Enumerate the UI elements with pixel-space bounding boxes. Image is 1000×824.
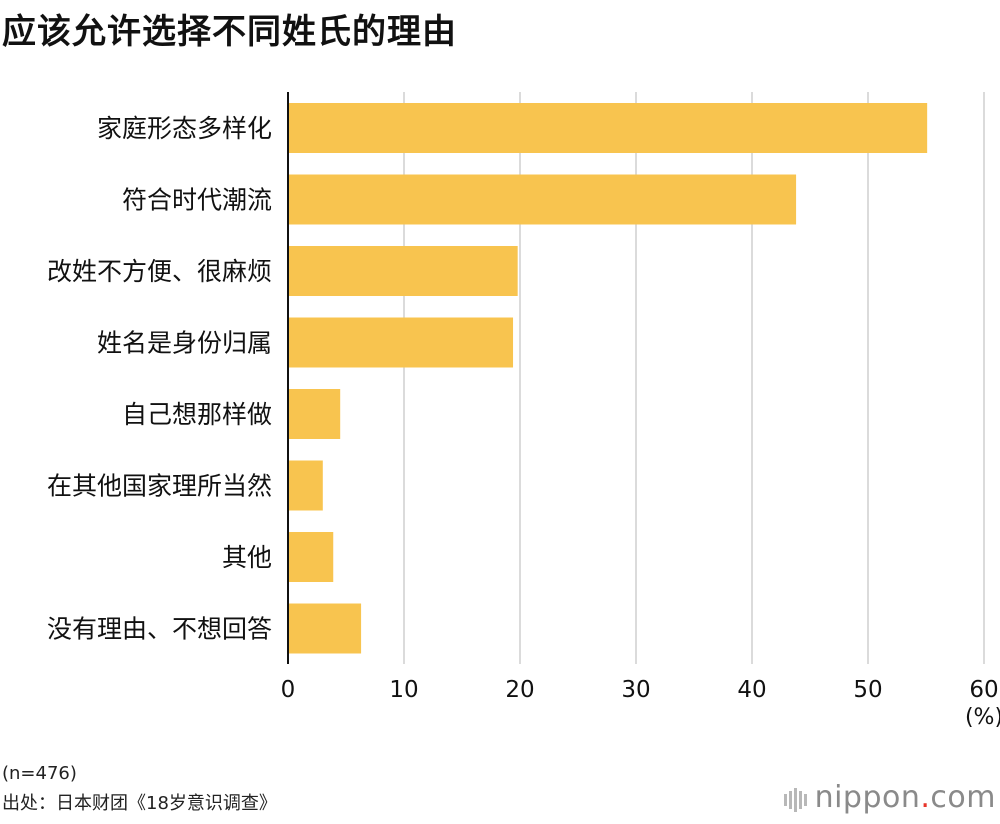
category-label-7: 其他: [222, 543, 272, 572]
category-label-2: 符合时代潮流: [122, 186, 272, 215]
category-label-6: 在其他国家理所当然: [47, 472, 272, 501]
x-tick-label-20: 20: [505, 677, 534, 703]
x-axis-unit: (%): [965, 705, 1000, 730]
category-label-3: 改姓不方便、很麻烦: [47, 257, 272, 286]
logo-tld: com: [930, 780, 996, 815]
category-label-8: 没有理由、不想回答: [47, 615, 272, 644]
bar-7: [288, 532, 334, 582]
bar-3: [288, 246, 518, 296]
sample-size-note: (n=476): [2, 763, 77, 784]
bar-chart: 家庭形态多样化符合时代潮流改姓不方便、很麻烦姓名是身份归属自己想那样做在其他国家…: [47, 92, 1000, 730]
x-tick-label-30: 30: [621, 677, 650, 703]
logo-dot: .: [920, 780, 931, 815]
x-tick-label-40: 40: [737, 677, 766, 703]
bar-8: [288, 603, 362, 654]
x-tick-label-50: 50: [853, 677, 882, 703]
bar-6: [288, 460, 323, 511]
bar-4: [288, 317, 514, 368]
bar-2: [288, 174, 797, 225]
nippon-logo: nippon.com: [783, 780, 996, 816]
x-tick-label-10: 10: [389, 677, 418, 703]
logo-bars-icon: [783, 781, 809, 816]
category-label-1: 家庭形态多样化: [97, 114, 272, 143]
x-tick-label-0: 0: [281, 677, 296, 703]
x-tick-label-60: 60: [969, 677, 998, 703]
logo-name: nippon: [814, 780, 921, 815]
category-label-5: 自己想那样做: [122, 400, 272, 429]
chart-title: 应该允许选择不同姓氏的理由: [2, 12, 457, 52]
source-note: 出处：日本财团《18岁意识调查》: [2, 793, 277, 814]
category-label-4: 姓名是身份归属: [97, 329, 272, 358]
bar-1: [288, 103, 928, 153]
bar-5: [288, 389, 341, 439]
